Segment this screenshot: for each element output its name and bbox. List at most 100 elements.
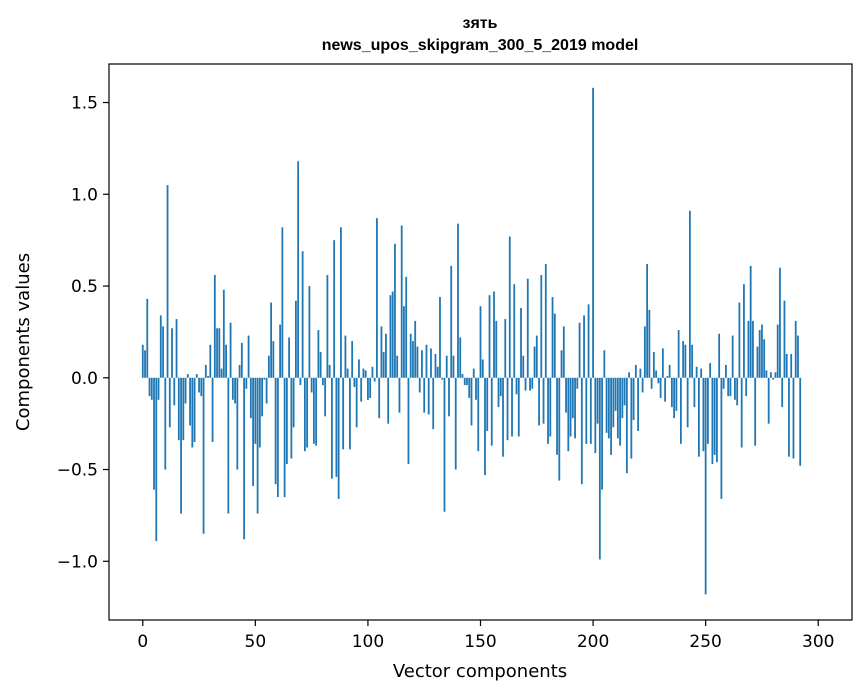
bar-26 <box>200 377 203 397</box>
bar-14 <box>173 377 176 406</box>
bar-203 <box>598 377 601 560</box>
bar-59 <box>274 377 277 485</box>
bar-269 <box>747 320 750 378</box>
bar-252 <box>709 363 712 378</box>
bar-91 <box>346 368 349 378</box>
bar-211 <box>616 377 619 439</box>
bar-234 <box>668 364 671 378</box>
bar-123 <box>418 377 421 393</box>
bar-99 <box>364 370 367 378</box>
bar-253 <box>711 377 714 465</box>
bar-158 <box>497 377 500 408</box>
bar-200 <box>592 87 594 378</box>
bar-77 <box>315 377 318 446</box>
bar-218 <box>632 377 635 420</box>
bar-6 <box>155 377 158 542</box>
x-tick-label-4: 200 <box>577 632 609 652</box>
bar-223 <box>643 326 646 378</box>
x-tick-label-3: 150 <box>464 632 496 652</box>
bar-166 <box>515 377 518 395</box>
bar-157 <box>495 320 498 378</box>
bar-1 <box>144 350 146 378</box>
bar-221 <box>639 368 642 378</box>
axes-frame <box>108 63 853 621</box>
bar-68 <box>294 300 297 378</box>
bar-288 <box>790 353 793 378</box>
y-tick-label-2: 0.0 <box>71 369 98 389</box>
bar-220 <box>637 377 640 431</box>
y-tick-label-1: −0.5 <box>57 461 98 481</box>
bar-24 <box>195 374 198 378</box>
bar-145 <box>468 377 471 398</box>
bar-125 <box>423 377 426 413</box>
bar-172 <box>529 377 531 391</box>
bar-208 <box>610 377 612 455</box>
bar-38 <box>227 377 230 514</box>
bar-31 <box>211 377 214 442</box>
bar-202 <box>596 377 599 424</box>
bar-278 <box>767 377 770 424</box>
bar-179 <box>544 264 547 378</box>
bar-184 <box>556 377 558 455</box>
bar-122 <box>416 346 419 378</box>
bar-4 <box>150 377 153 400</box>
chart-title-line-1: зять <box>463 15 498 32</box>
bar-227 <box>652 352 655 378</box>
y-tick-label-0: −1.0 <box>57 552 98 572</box>
y-axis-label: Components values <box>13 253 34 431</box>
bar-156 <box>493 291 495 378</box>
bar-45 <box>243 377 245 540</box>
x-tick-label-2: 100 <box>352 632 384 652</box>
bar-204 <box>601 377 603 490</box>
bar-250 <box>704 377 707 595</box>
bar-163 <box>508 236 511 378</box>
bar-54 <box>263 377 266 380</box>
bar-100 <box>367 377 369 400</box>
bar-50 <box>254 377 257 444</box>
bar-263 <box>734 377 736 400</box>
bar-36 <box>222 289 225 378</box>
bar-264 <box>736 377 739 406</box>
bar-48 <box>249 377 252 419</box>
bar-110 <box>389 295 392 378</box>
bar-228 <box>655 370 658 378</box>
bar-12 <box>168 377 171 428</box>
bar-46 <box>245 377 248 389</box>
bar-238 <box>677 330 680 378</box>
bar-272 <box>754 377 757 446</box>
bar-57 <box>270 302 273 378</box>
bar-219 <box>634 364 637 378</box>
bar-215 <box>625 377 628 474</box>
bar-15 <box>175 319 178 378</box>
bar-241 <box>684 344 687 378</box>
bar-35 <box>220 368 223 378</box>
bar-11 <box>166 185 169 378</box>
bar-226 <box>650 377 653 389</box>
bar-20 <box>186 374 189 378</box>
bar-43 <box>238 364 241 378</box>
bar-287 <box>788 377 790 457</box>
bar-89 <box>342 377 345 450</box>
bar-199 <box>589 377 592 444</box>
bar-160 <box>502 377 504 457</box>
bar-168 <box>520 308 522 378</box>
bar-120 <box>412 341 414 378</box>
bar-66 <box>290 377 293 459</box>
bar-188 <box>565 377 567 413</box>
bar-262 <box>731 335 734 378</box>
bar-186 <box>560 350 563 378</box>
bar-273 <box>756 346 759 378</box>
bar-147 <box>472 368 475 378</box>
bar-285 <box>783 300 786 378</box>
bar-279 <box>770 372 772 378</box>
bar-7 <box>157 377 160 400</box>
bar-151 <box>481 359 484 378</box>
bar-13 <box>171 328 173 378</box>
bar-195 <box>580 377 583 485</box>
bar-165 <box>513 284 516 378</box>
bar-130 <box>434 353 437 378</box>
bar-237 <box>675 377 678 411</box>
bar-178 <box>542 377 545 424</box>
x-axis: 0 50 100 150 200 250 300 <box>137 620 834 652</box>
bar-81 <box>324 377 327 417</box>
